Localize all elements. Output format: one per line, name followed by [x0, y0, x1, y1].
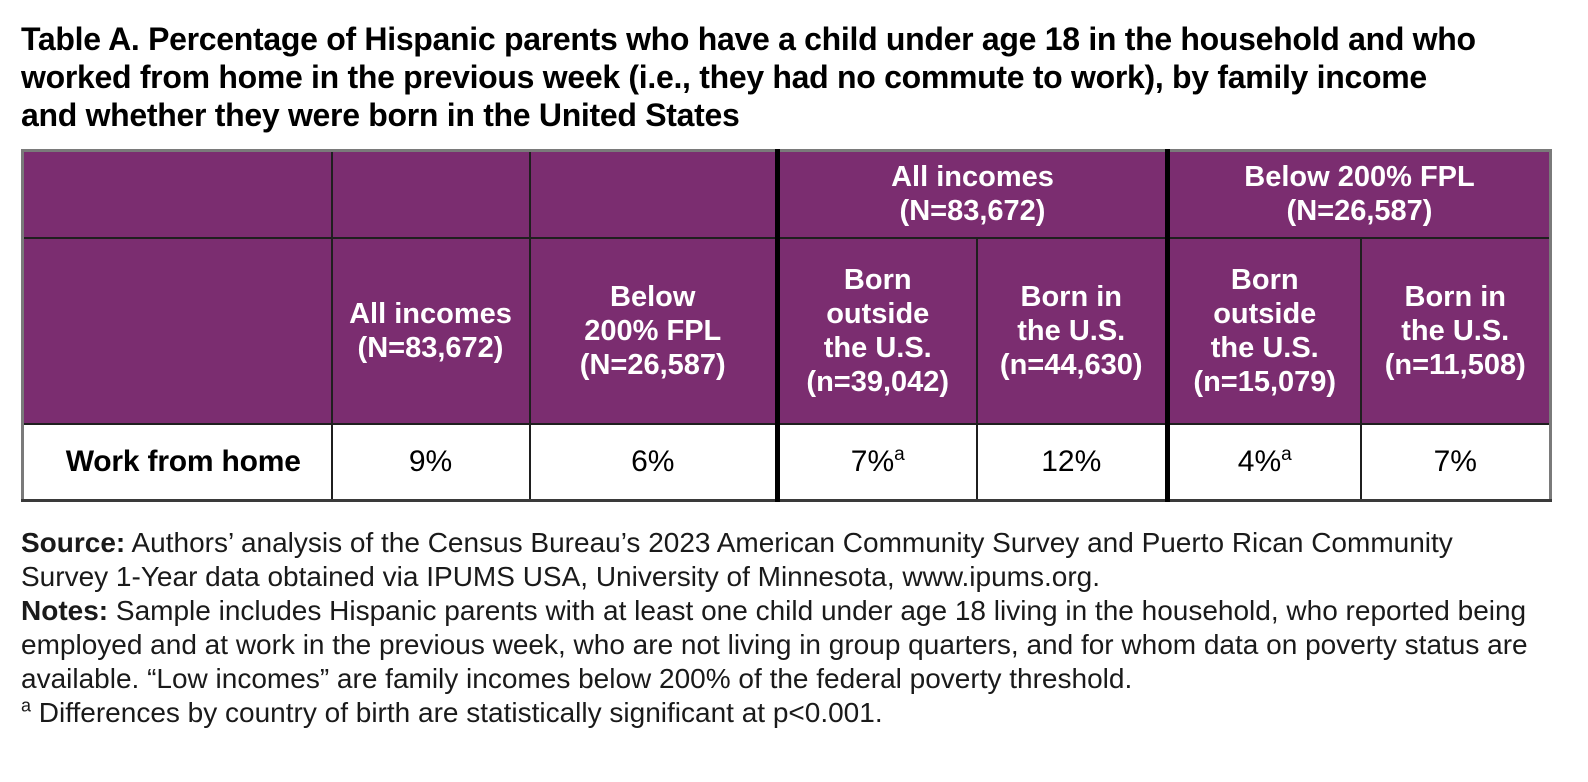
cell-value: 6% — [528, 422, 779, 502]
cell-value: 7%a — [775, 422, 978, 502]
data-table: All incomes (N=83,672) Below 200% FPL (N… — [21, 149, 1552, 502]
footnote-text: Differences by country of birth are stat… — [31, 697, 883, 728]
group-header-row: All incomes (N=83,672) Below 200% FPL (N… — [21, 149, 1552, 239]
source-text: Authors’ analysis of the Census Bureau’s… — [21, 527, 1453, 592]
empty-header-cell — [21, 149, 333, 239]
footnote-ref: a — [1281, 443, 1292, 465]
group-header-all-incomes: All incomes (N=83,672) — [775, 149, 1169, 239]
table-title: Table A. Percentage of Hispanic parents … — [21, 21, 1476, 133]
empty-header-cell — [330, 149, 531, 239]
column-header-row: All incomes (N=83,672) Below 200% FPL (N… — [21, 236, 1552, 425]
source-note: Source: Authors’ analysis of the Census … — [21, 526, 1545, 594]
row-label: Work from home — [21, 422, 333, 502]
empty-header-cell — [528, 149, 779, 239]
column-header-born-in-us-all: Born in the U.S. (n=44,630) — [975, 236, 1169, 425]
document-page: Table A. Percentage of Hispanic parents … — [21, 21, 1552, 730]
cell-value: 12% — [975, 422, 1169, 502]
column-header-born-outside-us-fpl: Born outside the U.S. (n=15,079) — [1165, 236, 1362, 425]
column-header-below-200-fpl: Below 200% FPL (N=26,587) — [528, 236, 779, 425]
cell-value: 9% — [330, 422, 531, 502]
notes: Notes: Sample includes Hispanic parents … — [21, 594, 1545, 696]
footnote-ref: a — [894, 443, 905, 465]
footnote-marker: a — [21, 695, 32, 716]
source-label: Source: — [21, 527, 126, 558]
footnote: a Differences by country of birth are st… — [21, 696, 1545, 730]
column-header-born-outside-us-all: Born outside the U.S. (n=39,042) — [775, 236, 978, 425]
column-header-all-incomes: All incomes (N=83,672) — [330, 236, 531, 425]
notes-text: Sample includes Hispanic parents with at… — [21, 595, 1528, 694]
column-header-born-in-us-fpl: Born in the U.S. (n=11,508) — [1359, 236, 1552, 425]
table-row-work-from-home: Work from home 9% 6% 7%a 12% 4%a 7% — [21, 422, 1552, 502]
cell-value: 4%a — [1165, 422, 1362, 502]
empty-header-cell — [21, 236, 333, 425]
group-header-below-200-fpl: Below 200% FPL (N=26,587) — [1165, 149, 1552, 239]
notes-label: Notes: — [21, 595, 109, 626]
table-footer: Source: Authors’ analysis of the Census … — [21, 526, 1545, 730]
cell-value: 7% — [1359, 422, 1552, 502]
